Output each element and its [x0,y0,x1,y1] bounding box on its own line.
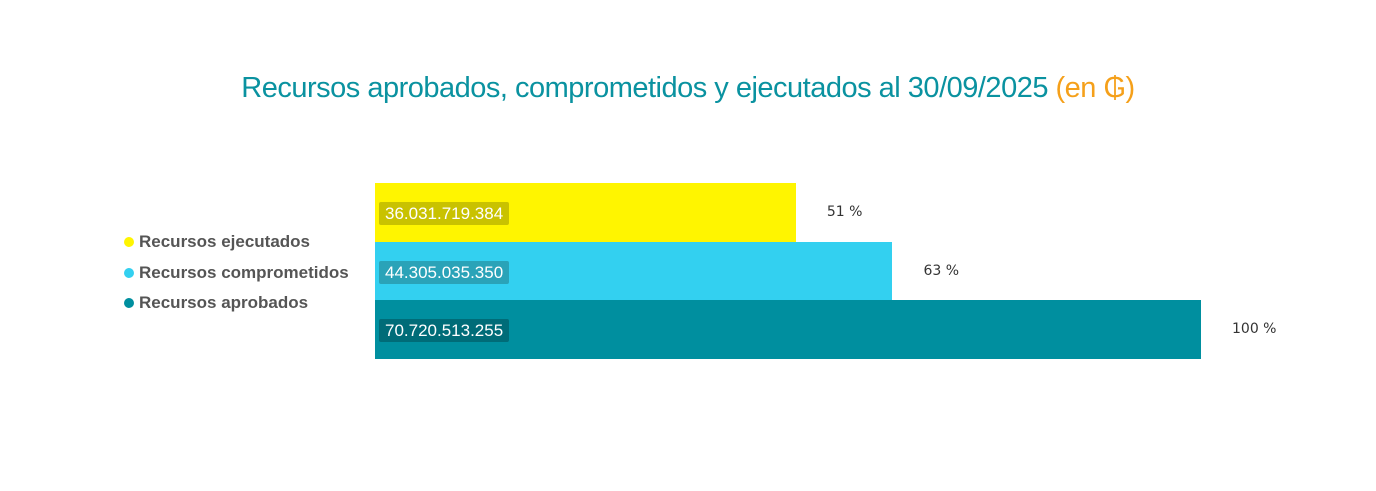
legend-label: Recursos comprometidos [139,262,349,282]
legend-marker [124,298,134,309]
legend: Recursos ejecutados Recursos comprometido… [124,227,349,319]
title-unit: (en ₲) [1055,72,1136,104]
chart-title: Recursos aprobados, comprometidos y ejec… [0,72,1376,105]
percent-label: 100 % [1232,321,1277,337]
legend-item[interactable]: Recursos ejecutados [124,227,349,258]
data-label: 36.031.719.384 [379,202,510,225]
percent-label: 51 % [826,204,863,220]
percent-label: 63 % [923,262,960,279]
legend-item[interactable]: Recursos comprometidos [124,258,349,289]
data-label: 44.305.035.350 [379,260,510,284]
title-text: Recursos aprobados, comprometidos y ejec… [241,72,1048,104]
bar[interactable]: 44.305.035.350 [375,241,893,300]
legend-label: Recursos ejecutados [139,232,311,252]
bar[interactable]: 70.720.513.255 [375,300,1201,359]
legend-item[interactable]: Recursos aprobados [124,288,349,319]
data-label: 70.720.513.255 [379,319,510,342]
bar[interactable]: 36.031.719.384 [375,183,796,242]
legend-marker [124,237,134,248]
legend-marker [124,267,134,278]
legend-label: Recursos aprobados [139,293,309,313]
